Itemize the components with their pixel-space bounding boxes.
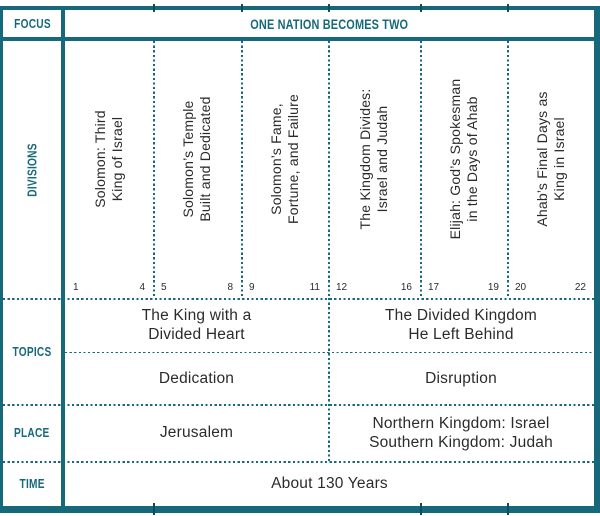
divider-column-3 bbox=[328, 41, 330, 298]
division-title: Elijah: God’s Spokesman in the Days of A… bbox=[446, 78, 480, 239]
border-tick bbox=[328, 4, 330, 12]
border-tick bbox=[507, 4, 509, 12]
chapter-start: 12 bbox=[336, 281, 348, 293]
border-tick bbox=[153, 503, 155, 515]
chapter-start: 20 bbox=[515, 281, 527, 293]
chapter-start: 17 bbox=[428, 281, 440, 293]
chapter-start: 5 bbox=[161, 281, 167, 293]
row-label-time: TIME bbox=[3, 461, 61, 506]
divider-place-time bbox=[3, 461, 594, 463]
division-column-4: The Kingdom Divides: Israel and Judah bbox=[328, 41, 420, 276]
chart-title-text: ONE NATION BECOMES TWO bbox=[250, 15, 409, 32]
time-text: About 130 Years bbox=[271, 475, 388, 492]
division-title: Solomon’s Fame, Fortune, and Failure bbox=[267, 93, 301, 224]
division-column-1: Solomon: Third King of Israel bbox=[65, 41, 153, 276]
chart-title: ONE NATION BECOMES TWO bbox=[65, 10, 594, 37]
chapter-range-4: 12 16 bbox=[328, 277, 420, 297]
topic-text: The King with a Divided Heart bbox=[141, 307, 252, 343]
row-label-focus-text: FOCUS bbox=[13, 16, 51, 31]
border-tick bbox=[507, 503, 509, 515]
divider-column-5 bbox=[507, 41, 509, 298]
chapter-end: 16 bbox=[400, 281, 412, 293]
topic-text: The Divided Kingdom He Left Behind bbox=[385, 307, 537, 343]
divider-column-4 bbox=[420, 41, 422, 298]
divider-label-column bbox=[61, 6, 65, 506]
chapter-start: 9 bbox=[249, 281, 255, 293]
divider-column-2 bbox=[241, 41, 243, 298]
division-title: Ahab’s Final Days as King in Israel bbox=[533, 90, 567, 227]
division-column-5: Elijah: God’s Spokesman in the Days of A… bbox=[420, 41, 507, 276]
border-tick bbox=[153, 4, 155, 12]
row-label-topics-text: TOPICS bbox=[12, 343, 52, 359]
chapter-range-3: 9 11 bbox=[241, 277, 328, 297]
chapter-start: 1 bbox=[73, 281, 79, 293]
chapter-end: 19 bbox=[487, 281, 499, 293]
chapter-range-1: 1 4 bbox=[65, 277, 153, 297]
chapter-end: 4 bbox=[139, 281, 145, 293]
time-value: About 130 Years bbox=[65, 461, 594, 506]
chapter-end: 22 bbox=[574, 281, 586, 293]
chapter-range-5: 17 19 bbox=[420, 277, 507, 297]
topic-text: Dedication bbox=[158, 369, 235, 387]
division-title: The Kingdom Divides: Israel and Judah bbox=[357, 88, 390, 229]
chapter-range-6: 20 22 bbox=[507, 277, 594, 297]
place-text: Northern Kingdom: Israel Southern Kingdo… bbox=[369, 414, 553, 451]
place-left: Jerusalem bbox=[65, 404, 328, 461]
border-bottom bbox=[0, 506, 600, 513]
division-title: Solomon: Third King of Israel bbox=[92, 109, 125, 208]
chapter-end: 11 bbox=[309, 281, 320, 293]
division-column-2: Solomon’s Temple Built and Dedicated bbox=[153, 41, 241, 276]
divider-topics-subrow bbox=[65, 351, 594, 353]
place-text: Jerusalem bbox=[159, 424, 234, 441]
topic-right-sub: Disruption bbox=[328, 352, 594, 404]
topic-text: Disruption bbox=[425, 369, 497, 387]
division-column-6: Ahab’s Final Days as King in Israel bbox=[507, 41, 594, 276]
topic-left-sub: Dedication bbox=[65, 352, 328, 404]
row-label-topics: TOPICS bbox=[3, 298, 61, 404]
row-label-place: PLACE bbox=[3, 404, 61, 461]
division-column-3: Solomon’s Fame, Fortune, and Failure bbox=[241, 41, 328, 276]
border-tick bbox=[241, 4, 243, 12]
chapter-range-2: 5 8 bbox=[153, 277, 241, 297]
border-left bbox=[0, 6, 3, 513]
place-right: Northern Kingdom: Israel Southern Kingdo… bbox=[328, 404, 594, 461]
row-label-focus: FOCUS bbox=[3, 10, 61, 37]
border-top bbox=[0, 6, 600, 10]
divider-column-1 bbox=[153, 41, 155, 298]
divider-halves bbox=[328, 298, 330, 461]
row-label-place-text: PLACE bbox=[14, 425, 50, 440]
divider-divisions-topics bbox=[3, 298, 594, 300]
divider-focus-row bbox=[0, 37, 600, 41]
border-tick bbox=[420, 4, 422, 12]
row-label-time-text: TIME bbox=[19, 476, 45, 491]
row-label-divisions-text: DIVISIONS bbox=[24, 142, 40, 197]
border-tick bbox=[420, 503, 422, 515]
topic-left-main: The King with a Divided Heart bbox=[65, 298, 328, 352]
chapter-end: 8 bbox=[227, 281, 233, 293]
division-title: Solomon’s Temple Built and Dedicated bbox=[180, 95, 213, 222]
row-label-divisions: DIVISIONS bbox=[3, 41, 61, 298]
divider-topics-place bbox=[3, 404, 594, 406]
border-right bbox=[594, 6, 600, 513]
topic-right-main: The Divided Kingdom He Left Behind bbox=[328, 298, 594, 352]
